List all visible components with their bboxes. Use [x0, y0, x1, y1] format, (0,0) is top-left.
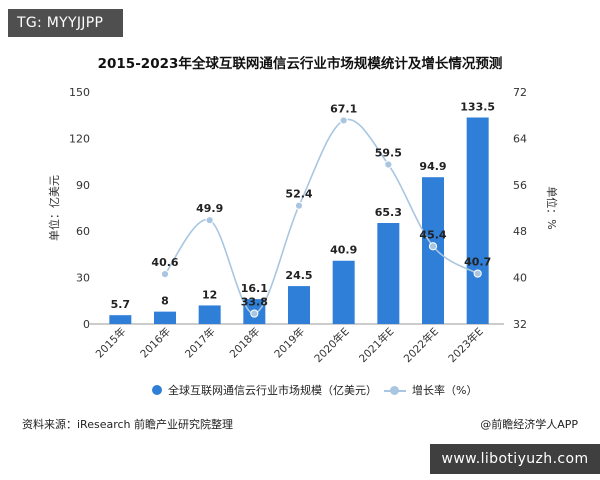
- y-tick-label-right: 32: [513, 318, 527, 331]
- y-tick-label-right: 40: [513, 272, 527, 285]
- x-tick-label: 2016年: [138, 325, 174, 361]
- brand-text: @前瞻经济学人APP: [480, 418, 578, 431]
- growth-value-label: 33.8: [241, 296, 268, 309]
- bar-value-label: 24.5: [285, 269, 312, 282]
- y-tick-label-right: 48: [513, 225, 527, 238]
- x-tick-label: 2017年: [182, 325, 218, 361]
- bar-value-label: 133.5: [460, 101, 495, 114]
- tag-label: TG: MYYJJPP: [8, 9, 123, 37]
- chart-area: 0 30 60 90 120 150 32 40 48 56 64 72 单位：亿美元 单位：% 5.7 8 1…: [47, 86, 559, 365]
- bar-value-label: 12: [202, 288, 217, 301]
- growth-rate-point: [160, 270, 170, 279]
- bar-value-label: 16.1: [241, 282, 268, 295]
- growth-value-label: 40.7: [464, 256, 491, 269]
- growth-value-label: 67.1: [330, 102, 357, 115]
- y-tick-label-left: 150: [69, 86, 90, 99]
- site-watermark: www.libotiyuzh.com: [430, 444, 600, 474]
- bar-value-label: 8: [161, 295, 169, 308]
- bar-value-label: 5.7: [111, 298, 131, 311]
- y-tick-label-right: 64: [513, 132, 527, 145]
- growth-rate-point: [384, 160, 393, 169]
- x-tick-label: 2023年E: [446, 325, 486, 365]
- bar: [466, 117, 489, 325]
- y-tick-label-right: 72: [513, 86, 527, 99]
- bar: [332, 260, 355, 324]
- legend-label-growth-rate: 增长率（%）: [412, 384, 478, 397]
- y-tick-label-left: 0: [83, 318, 90, 331]
- legend-point-swatch: [390, 386, 399, 395]
- bar: [154, 311, 176, 324]
- x-tick-label: 2018年: [227, 325, 263, 361]
- growth-rate-point: [473, 269, 482, 278]
- bar: [377, 223, 400, 324]
- y-tick-label-left: 120: [69, 132, 90, 145]
- bar-value-label: 40.9: [330, 244, 357, 257]
- x-tick-label: 2021年E: [356, 325, 396, 365]
- chart-title: 2015-2023年全球互联网通信云行业市场规模统计及增长情况预测: [97, 56, 503, 72]
- growth-value-label: 40.6: [151, 256, 178, 269]
- bar: [109, 315, 132, 324]
- y-tick-label-left: 90: [76, 179, 90, 192]
- bar-value-label: 65.3: [375, 206, 402, 219]
- source-text: 资料来源：iResearch 前瞻产业研究院整理: [22, 418, 234, 431]
- growth-value-label: 45.4: [419, 228, 446, 241]
- growth-rate-point: [294, 201, 304, 210]
- growth-rate-point: [339, 116, 348, 125]
- x-tick-label: 2022年E: [401, 325, 441, 365]
- growth-rate-line: [164, 118, 479, 315]
- growth-value-label: 59.5: [375, 147, 402, 160]
- growth-rate-point: [250, 309, 259, 318]
- y-tick-label-left: 60: [76, 225, 90, 238]
- legend-label-market-size: 全球互联网通信云行业市场规模（亿美元）: [168, 384, 377, 397]
- bar-value-label: 94.9: [419, 160, 446, 173]
- y-axis-title-right: 单位：%: [545, 186, 559, 229]
- x-tick-label: 2015年: [93, 325, 129, 361]
- x-tick-label: 2020年E: [312, 325, 352, 365]
- bar: [198, 305, 221, 324]
- growth-value-label: 49.9: [196, 202, 223, 215]
- legend: 全球互联网通信云行业市场规模（亿美元） 增长率（%）: [130, 380, 580, 400]
- growth-rate-point: [205, 216, 214, 225]
- legend-bar-swatch: [152, 385, 162, 395]
- bar: [288, 286, 310, 324]
- growth-value-label: 52.4: [285, 188, 312, 201]
- bar: [422, 177, 444, 324]
- y-axis-title-left: 单位：亿美元: [47, 175, 61, 241]
- growth-rate-point: [428, 242, 438, 251]
- x-tick-label: 2019年: [272, 325, 308, 361]
- y-tick-label-left: 30: [76, 272, 90, 285]
- y-tick-label-right: 56: [513, 179, 527, 192]
